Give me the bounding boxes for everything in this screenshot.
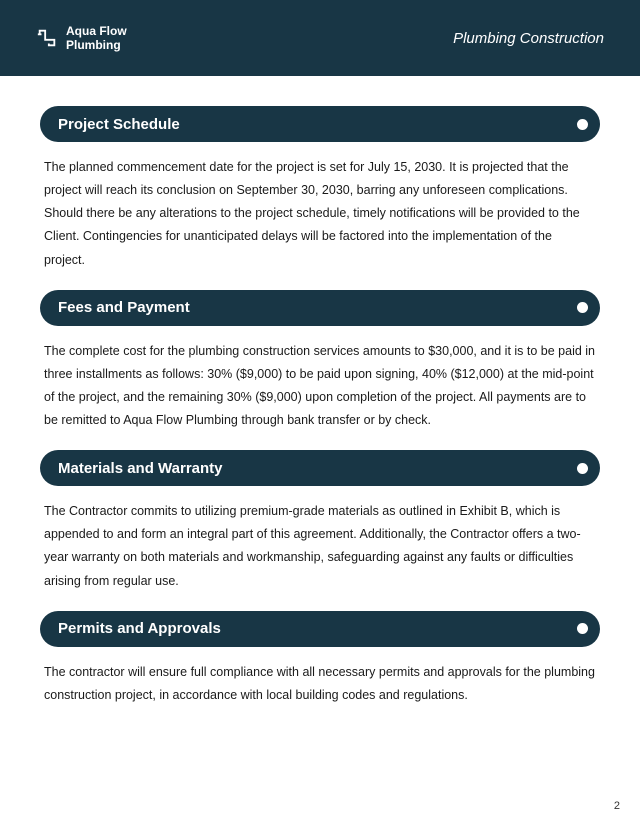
section-header: Materials and Warranty	[40, 450, 600, 486]
section-body: The Contractor commits to utilizing prem…	[40, 500, 600, 593]
section-header: Project Schedule	[40, 106, 600, 142]
section-body: The complete cost for the plumbing const…	[40, 340, 600, 433]
section-title: Fees and Payment	[58, 299, 190, 316]
bullet-dot-icon	[577, 302, 588, 313]
section-materials-warranty: Materials and Warranty The Contractor co…	[40, 450, 600, 593]
section-project-schedule: Project Schedule The planned commencemen…	[40, 106, 600, 272]
bullet-dot-icon	[577, 119, 588, 130]
bullet-dot-icon	[577, 463, 588, 474]
section-body: The planned commencement date for the pr…	[40, 156, 600, 272]
section-title: Project Schedule	[58, 116, 180, 133]
section-header: Fees and Payment	[40, 290, 600, 326]
section-title: Materials and Warranty	[58, 460, 223, 477]
section-title: Permits and Approvals	[58, 620, 221, 637]
section-permits-approvals: Permits and Approvals The contractor wil…	[40, 611, 600, 707]
page-header: Aqua Flow Plumbing Plumbing Construction	[0, 0, 640, 76]
company-line-2: Plumbing	[66, 38, 127, 52]
document-title: Plumbing Construction	[453, 30, 604, 47]
bullet-dot-icon	[577, 623, 588, 634]
section-fees-payment: Fees and Payment The complete cost for t…	[40, 290, 600, 433]
logo-block: Aqua Flow Plumbing	[36, 24, 127, 53]
section-header: Permits and Approvals	[40, 611, 600, 647]
company-line-1: Aqua Flow	[66, 24, 127, 38]
section-body: The contractor will ensure full complian…	[40, 661, 600, 707]
pipe-icon	[36, 27, 58, 49]
company-name: Aqua Flow Plumbing	[66, 24, 127, 53]
content-area: Project Schedule The planned commencemen…	[0, 76, 640, 707]
page-number: 2	[614, 800, 620, 812]
